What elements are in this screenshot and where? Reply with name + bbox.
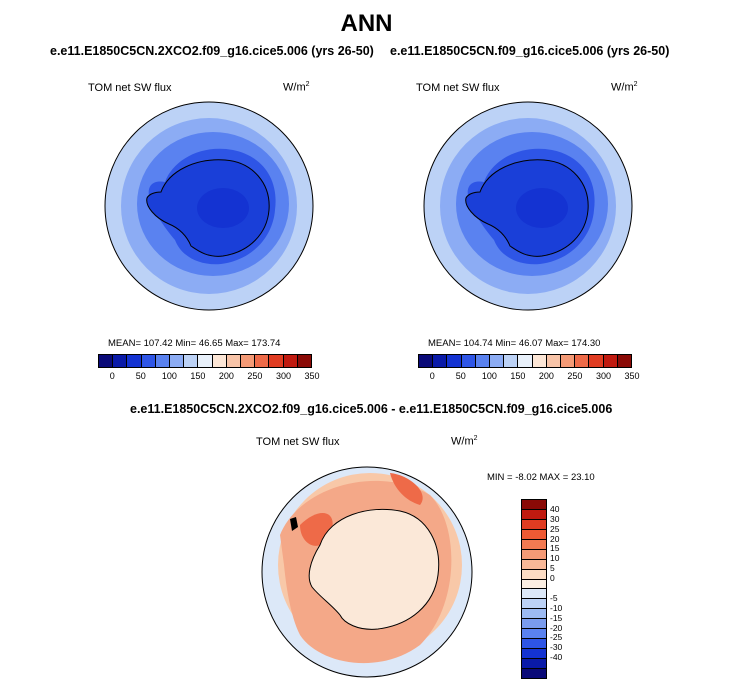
- diff-colorbar-swatch: [522, 668, 546, 678]
- colorbar-swatch: [504, 355, 519, 367]
- diff-colorbar-tick-label: 20: [550, 533, 560, 544]
- colorbar-tick-label: 350: [304, 371, 320, 381]
- colorbar-tick-label: 200: [538, 371, 554, 381]
- colorbar-swatch: [575, 355, 590, 367]
- colorbar-swatch: [226, 355, 242, 367]
- colorbar-swatch: [490, 355, 505, 367]
- diff-colorbar-swatch: [522, 629, 546, 640]
- panel-2-case-title: e.e11.E1850C5CN.f09_g16.cice5.006 (yrs 2…: [390, 44, 670, 58]
- colorbar-swatch: [297, 355, 312, 367]
- diff-colorbar-swatch: [522, 599, 546, 610]
- colorbar-swatch: [475, 355, 491, 367]
- diff-stats: MIN = -8.02 MAX = 23.10: [487, 472, 595, 483]
- colorbar-swatch: [433, 355, 448, 367]
- colorbar-swatch: [419, 355, 434, 367]
- diff-colorbar-tick-label: -40: [550, 652, 563, 663]
- diff-colorbar-tick-label: 40: [550, 503, 560, 514]
- colorbar-swatch: [212, 355, 227, 367]
- diff-colorbar-swatch: [522, 559, 546, 570]
- colorbar-tick-label: 200: [218, 371, 234, 381]
- diff-colorbar-tick-label: 15: [550, 543, 560, 554]
- panel-2-var-label: TOM net SW flux: [416, 82, 500, 94]
- diff-colorbar-tick-label: 10: [550, 553, 560, 564]
- colorbar-swatch: [546, 355, 562, 367]
- diff-colorbar-swatch: [522, 649, 546, 659]
- colorbar-tick-label: 100: [161, 371, 177, 381]
- diff-colorbar: [521, 499, 547, 679]
- colorbar-swatch: [589, 355, 604, 367]
- colorbar-swatch: [170, 355, 185, 367]
- diff-colorbar-swatch: [522, 589, 546, 600]
- colorbar-swatch: [198, 355, 213, 367]
- diff-colorbar-swatch: [522, 549, 546, 560]
- main-title: ANN: [340, 10, 393, 37]
- colorbar-tick-label: 0: [109, 371, 115, 381]
- colorbar-tick-label: 250: [567, 371, 583, 381]
- diff-var-label: TOM net SW flux: [256, 436, 340, 448]
- colorbar-swatch: [113, 355, 128, 367]
- panel-1-case-title: e.e11.E1850C5CN.2XCO2.f09_g16.cice5.006 …: [50, 44, 374, 58]
- colorbar-swatch: [283, 355, 298, 367]
- diff-polar-map: [261, 466, 473, 678]
- colorbar-tick-label: 350: [624, 371, 640, 381]
- diff-colorbar-swatch: [522, 579, 546, 590]
- panel-1-polar-map: [104, 101, 314, 311]
- diff-colorbar-tick-label: -30: [550, 642, 563, 653]
- panel-1-colorbar: 0 50 100 150 200 250 300 350: [98, 354, 320, 382]
- panel-2-polar-map: [423, 101, 633, 311]
- colorbar-tick-label: 250: [247, 371, 263, 381]
- colorbar-swatch: [99, 355, 114, 367]
- colorbar-swatch: [461, 355, 476, 367]
- colorbar-tick-label: 150: [510, 371, 526, 381]
- diff-colorbar-tick-label: -5: [550, 592, 558, 603]
- colorbar-swatch: [532, 355, 547, 367]
- panel-1-stats: MEAN= 107.42 Min= 46.65 Max= 173.74: [108, 338, 281, 349]
- colorbar-swatch: [184, 355, 199, 367]
- colorbar-tick-label: 50: [455, 371, 466, 381]
- diff-colorbar-swatch: [522, 619, 546, 630]
- diff-colorbar-tick-label: -15: [550, 612, 563, 623]
- diff-colorbar-swatch: [522, 529, 546, 540]
- colorbar-tick-label: 300: [595, 371, 611, 381]
- diff-colorbar-swatch: [522, 519, 546, 530]
- diff-colorbar-swatch: [522, 500, 546, 510]
- diff-colorbar-tick-label: -10: [550, 602, 563, 613]
- panel-2-units: W/m2: [611, 81, 638, 94]
- diff-colorbar-tick-label: 0: [550, 573, 555, 584]
- panel-1-units: W/m2: [283, 81, 310, 94]
- colorbar-swatch: [141, 355, 156, 367]
- colorbar-tick-label: 100: [481, 371, 497, 381]
- colorbar-tick-label: 50: [135, 371, 146, 381]
- diff-colorbar-tick-label: 30: [550, 513, 560, 524]
- diff-case-title: e.e11.E1850C5CN.2XCO2.f09_g16.cice5.006 …: [130, 402, 613, 416]
- colorbar-swatch: [603, 355, 618, 367]
- panel-1-var-label: TOM net SW flux: [88, 82, 172, 94]
- diff-colorbar-swatch: [522, 659, 546, 669]
- colorbar-swatch: [518, 355, 533, 367]
- colorbar-swatch: [255, 355, 270, 367]
- diff-colorbar-tick-label: 5: [550, 563, 555, 574]
- diff-colorbar-swatch: [522, 639, 546, 650]
- diff-colorbar-ticks: 40 30 25 20 15 10 5 0 -5 -10 -15 -20 -25 -30 -40: [550, 499, 570, 677]
- colorbar-swatch: [561, 355, 576, 367]
- diff-colorbar-tick-label: 25: [550, 523, 560, 534]
- diff-colorbar-tick-label: -25: [550, 632, 563, 643]
- diff-units: W/m2: [451, 435, 478, 448]
- colorbar-swatch: [447, 355, 462, 367]
- panel-2-stats: MEAN= 104.74 Min= 46.07 Max= 174.30: [428, 338, 601, 349]
- diff-colorbar-swatch: [522, 509, 546, 520]
- colorbar-tick-label: 150: [190, 371, 206, 381]
- colorbar-tick-label: 0: [429, 371, 435, 381]
- colorbar-tick-label: 300: [275, 371, 291, 381]
- panel-2-colorbar: 0 50 100 150 200 250 300 350: [418, 354, 640, 382]
- diff-colorbar-swatch: [522, 609, 546, 620]
- colorbar-swatch: [155, 355, 171, 367]
- colorbar-swatch: [127, 355, 142, 367]
- diff-colorbar-swatch: [522, 569, 546, 580]
- diff-colorbar-tick-label: -20: [550, 622, 563, 633]
- colorbar-swatch: [269, 355, 284, 367]
- colorbar-swatch: [241, 355, 256, 367]
- diff-colorbar-swatch: [522, 539, 546, 550]
- colorbar-swatch: [617, 355, 632, 367]
